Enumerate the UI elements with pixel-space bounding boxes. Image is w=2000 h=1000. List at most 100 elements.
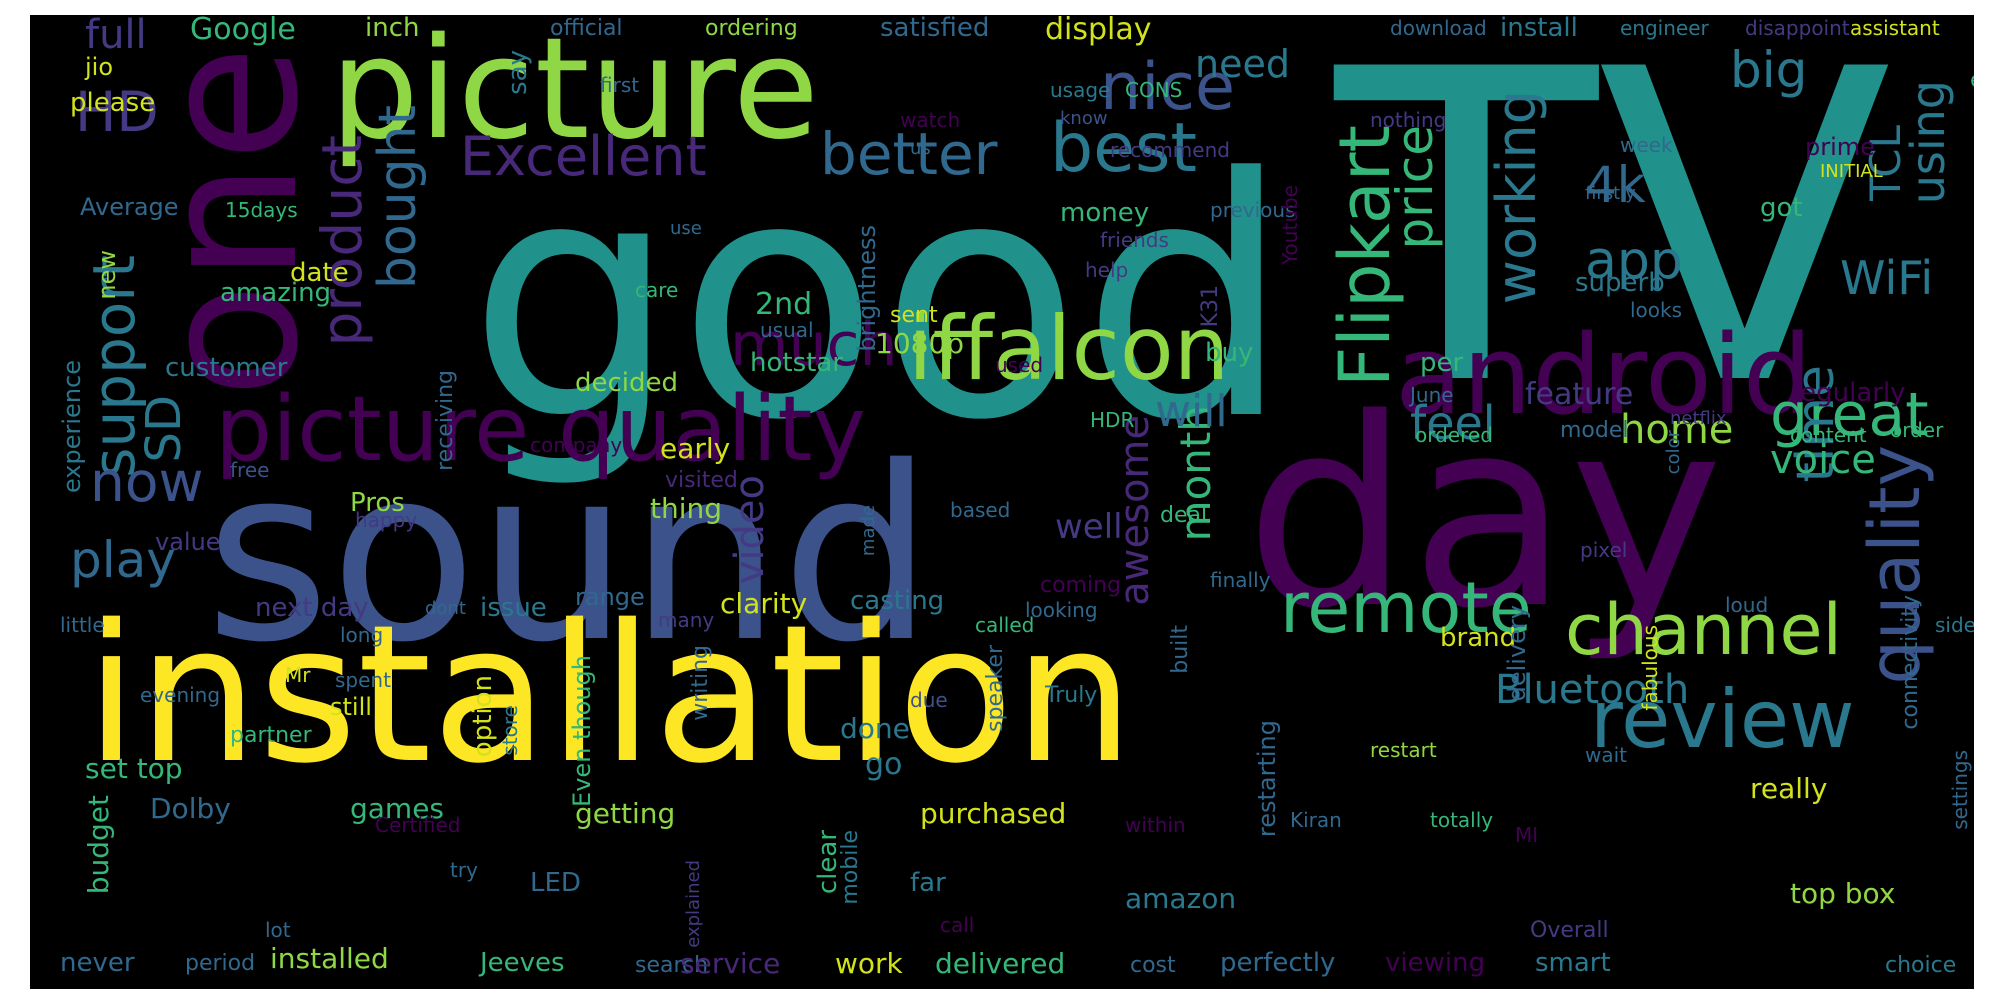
word-store: store bbox=[498, 705, 522, 756]
word-need: need bbox=[1195, 42, 1290, 86]
word-us: us bbox=[910, 138, 931, 159]
word-recommend: recommend bbox=[1110, 138, 1230, 162]
word-visited: visited bbox=[665, 468, 738, 493]
word-partner: partner bbox=[230, 723, 312, 748]
word-install: install bbox=[1500, 15, 1578, 43]
word-review: review bbox=[1590, 673, 1855, 766]
word-called: called bbox=[975, 613, 1035, 637]
word-big: big bbox=[1730, 41, 1808, 99]
word-average: Average bbox=[80, 193, 179, 221]
word-full: full bbox=[85, 15, 147, 58]
word-led: LED bbox=[530, 868, 581, 898]
word-value: value bbox=[155, 528, 221, 556]
word-usual: usual bbox=[760, 318, 814, 342]
word-brightness: brightness bbox=[853, 225, 881, 352]
word-never: never bbox=[60, 948, 135, 978]
word-coming: coming bbox=[1040, 573, 1122, 598]
word-delivery: delivery bbox=[1503, 605, 1531, 702]
word-range: range bbox=[575, 583, 645, 611]
word-iffalcon: iffalcon bbox=[908, 297, 1230, 400]
word-disappoint: disappoint bbox=[1745, 16, 1850, 40]
word-wifi: WiFi bbox=[1840, 251, 1934, 305]
word-thing: thing bbox=[650, 492, 723, 525]
word-bought: bought bbox=[368, 105, 428, 290]
word-casting: casting bbox=[850, 586, 945, 616]
word-got: got bbox=[1760, 193, 1803, 223]
word-try: try bbox=[450, 858, 478, 882]
word-product: product bbox=[310, 135, 374, 347]
word-amazing: amazing bbox=[220, 278, 332, 308]
word-experience: experience bbox=[58, 360, 86, 494]
word-working: working bbox=[1485, 90, 1548, 305]
word-looks: looks bbox=[1630, 298, 1683, 322]
word-great: great bbox=[1770, 380, 1929, 450]
word-now: now bbox=[90, 450, 204, 514]
word-decided: decided bbox=[575, 368, 679, 398]
word-made: made bbox=[858, 505, 879, 557]
word-budget: budget bbox=[82, 795, 115, 895]
word-fabulous: fabulous bbox=[1638, 625, 1662, 711]
word-search: search bbox=[635, 953, 709, 978]
word-lot: lot bbox=[265, 918, 291, 942]
word-kiran: Kiran bbox=[1290, 808, 1342, 832]
word-games: games bbox=[350, 792, 445, 825]
word-hdr: HDR bbox=[1090, 408, 1135, 432]
word-installed: installed bbox=[270, 942, 389, 975]
word-friends: friends bbox=[1100, 228, 1169, 252]
word-restart: restart bbox=[1370, 738, 1437, 762]
word-excellent: Excellent bbox=[460, 125, 707, 188]
word-far: far bbox=[910, 868, 946, 898]
word-app: app bbox=[1585, 231, 1683, 291]
word-perfectly: perfectly bbox=[1220, 948, 1336, 978]
word-netflix: netflix bbox=[1670, 408, 1727, 429]
word-sent: sent bbox=[890, 303, 938, 328]
word-ordering: ordering bbox=[705, 16, 798, 41]
word-display: display bbox=[1045, 15, 1152, 47]
word-bluetooth: Bluetooth bbox=[1495, 667, 1690, 713]
word-mobile: mobile bbox=[838, 830, 863, 905]
word-money: money bbox=[1060, 198, 1150, 228]
word-mr: Mr bbox=[285, 663, 311, 687]
word-new: new bbox=[93, 250, 121, 300]
word-official: official bbox=[550, 16, 623, 41]
word-remote: remote bbox=[1280, 567, 1532, 649]
word-built: built bbox=[1168, 625, 1193, 674]
word-2nd: 2nd bbox=[755, 287, 813, 322]
word-will: will bbox=[1155, 386, 1228, 437]
word-good: good bbox=[468, 108, 1291, 492]
word-spent: spent bbox=[335, 668, 391, 692]
word-much: much bbox=[730, 310, 898, 380]
word-connectivity: connectivity bbox=[1898, 595, 1923, 730]
word-viewing: viewing bbox=[1385, 948, 1486, 978]
word-content: content bbox=[1790, 423, 1867, 447]
word-satisfied: satisfied bbox=[880, 15, 990, 43]
word-really: really bbox=[1750, 772, 1828, 805]
word-order: order bbox=[1890, 418, 1944, 442]
word-eyes: eyes bbox=[1970, 70, 1974, 92]
word-service: service bbox=[680, 947, 781, 980]
word-totally: totally bbox=[1430, 808, 1494, 832]
word-wait: wait bbox=[1585, 743, 1628, 767]
word-prime: prime bbox=[1805, 133, 1875, 161]
word-feel: feel bbox=[1410, 396, 1496, 450]
word-per: per bbox=[1420, 348, 1464, 378]
word-june: June bbox=[1410, 383, 1454, 407]
word-period: period bbox=[185, 951, 256, 976]
word-free: free bbox=[230, 458, 270, 482]
word-within: within bbox=[1125, 813, 1186, 837]
word-engineer: engineer bbox=[1620, 16, 1709, 40]
word-k31: K31 bbox=[1198, 285, 1223, 328]
word-still: still bbox=[330, 693, 372, 721]
word-pros: Pros bbox=[350, 488, 405, 518]
word-based: based bbox=[950, 498, 1011, 522]
word-next-day: next day bbox=[255, 593, 369, 623]
word-price: price bbox=[1386, 125, 1444, 250]
word-picture-quality: picture quality bbox=[215, 377, 866, 482]
word-android: android bbox=[1395, 311, 1813, 439]
word-voice: voice bbox=[1770, 437, 1876, 483]
word-set-top: set top bbox=[85, 752, 183, 785]
word-long: long bbox=[340, 623, 384, 647]
word-early: early bbox=[660, 432, 731, 465]
word-cons: CONS bbox=[1125, 78, 1183, 102]
word-pixel: pixel bbox=[1580, 538, 1628, 562]
